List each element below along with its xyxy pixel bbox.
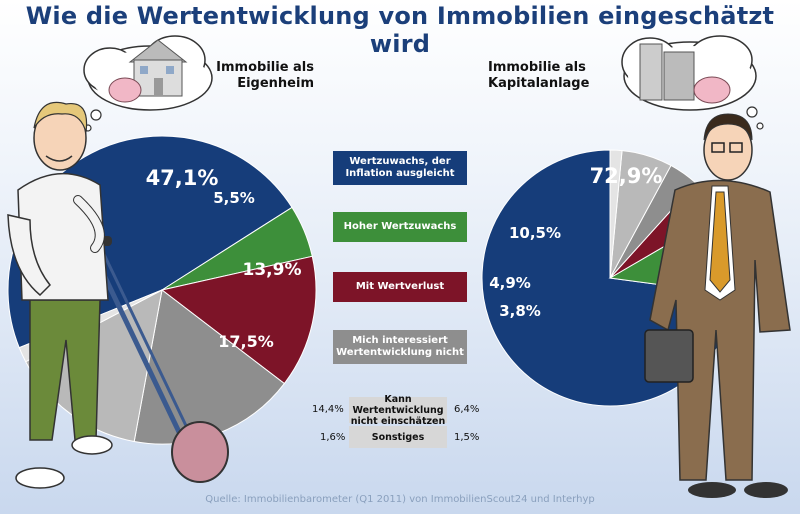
legend-interessiert-nicht: Mich interessiert Wertentwicklung nicht <box>333 330 467 364</box>
left-slice-label-0: 47,1% <box>146 166 219 190</box>
small-right-value-1: 6,4% <box>454 404 480 415</box>
left-slice-label-2: 13,9% <box>243 260 302 280</box>
chart-title: Wie die Wertentwicklung von Immobilien e… <box>25 2 775 58</box>
small-right-value-2: 1,5% <box>454 432 480 443</box>
left-slice-2 <box>160 255 317 385</box>
thought-cloud-house-icon <box>83 35 213 132</box>
left-pie-title: Immobilie als Eigenheim <box>216 60 314 91</box>
legend-wertverlust: Mit Wertverlust <box>333 272 467 302</box>
legend-nicht-einschaetzen: Kann Wertentwicklung nicht einschätzen <box>349 393 447 427</box>
right-pie-title: Immobilie als Kapitalanlage <box>488 60 590 91</box>
right-slice-label-0: 72,9% <box>590 164 663 188</box>
source-note: Quelle: Immobilienbarometer (Q1 2011) vo… <box>205 494 595 505</box>
right-slice-5 <box>609 149 623 279</box>
right-slice-label-1: 10,5% <box>509 224 561 242</box>
legend-hoher-wertzuwachs: Hoher Wertzuwachs <box>333 212 467 242</box>
left-slice-label-3: 17,5% <box>218 332 274 351</box>
small-left-value-1: 14,4% <box>312 404 344 415</box>
legend-wertzuwachs-inflation: Wertzuwachs, der Inflation ausgleicht <box>333 151 467 185</box>
business-man-figure <box>644 113 791 498</box>
legend-sonstiges: Sonstiges <box>349 426 447 448</box>
right-slice-label-2: 4,9% <box>489 274 531 292</box>
left-slice-label-1: 5,5% <box>213 189 255 207</box>
thought-cloud-buildings-icon <box>621 35 764 130</box>
right-slice-label-3: 3,8% <box>499 302 541 320</box>
small-left-value-2: 1,6% <box>320 432 346 443</box>
young-man-figure <box>7 101 229 489</box>
